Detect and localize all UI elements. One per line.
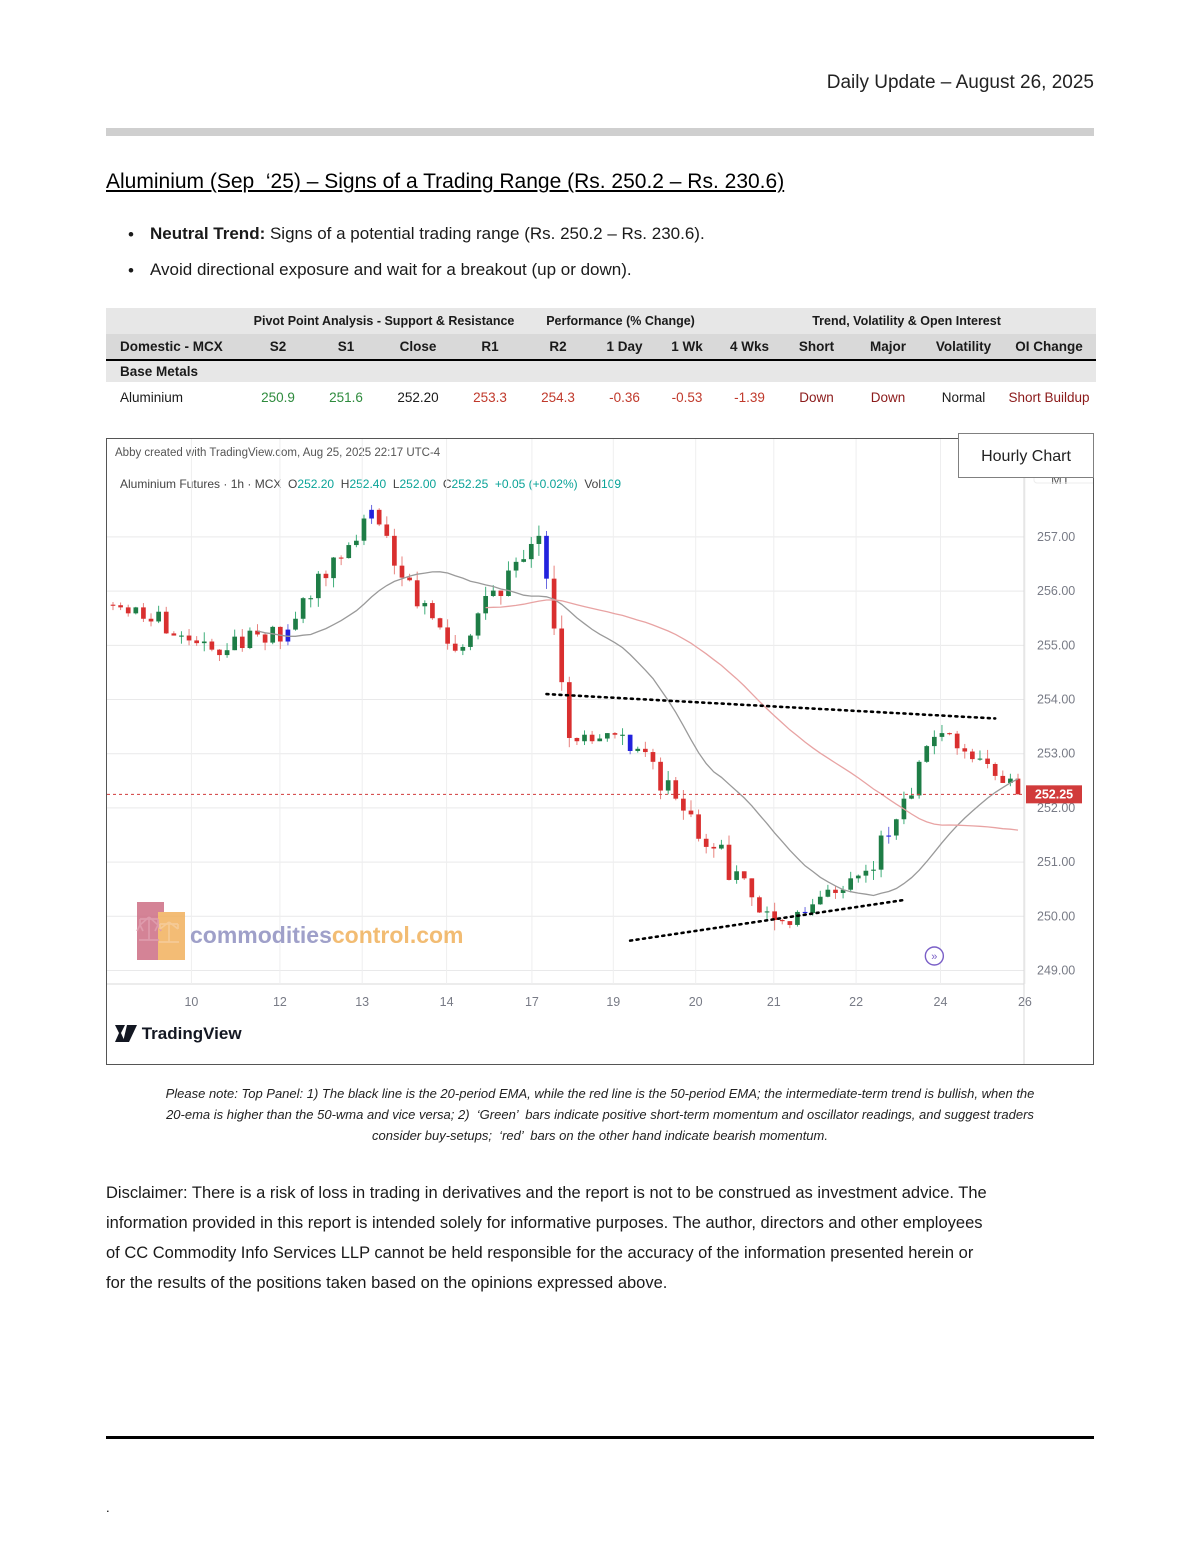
svg-text:24: 24: [934, 995, 948, 1009]
svg-text:13: 13: [355, 995, 369, 1009]
svg-text:250.00: 250.00: [1037, 909, 1075, 923]
svg-text:254.00: 254.00: [1037, 693, 1075, 707]
svg-text:14: 14: [440, 995, 454, 1009]
svg-text:21: 21: [767, 995, 781, 1009]
svg-text:257.00: 257.00: [1037, 530, 1075, 544]
svg-text:10: 10: [184, 995, 198, 1009]
svg-text:255.00: 255.00: [1037, 638, 1075, 652]
svg-text:20: 20: [689, 995, 703, 1009]
svg-text:22: 22: [849, 995, 863, 1009]
svg-text:26: 26: [1018, 995, 1032, 1009]
svg-text:commoditiescontrol.com: commoditiescontrol.com: [190, 922, 464, 948]
svg-text:249.00: 249.00: [1037, 963, 1075, 977]
svg-text:256.00: 256.00: [1037, 584, 1075, 598]
svg-text:252.25: 252.25: [1035, 787, 1073, 801]
svg-text:12: 12: [273, 995, 287, 1009]
svg-text:»: »: [931, 951, 937, 963]
svg-text:253.00: 253.00: [1037, 747, 1075, 761]
svg-text:17: 17: [525, 995, 539, 1009]
svg-text:251.00: 251.00: [1037, 855, 1075, 869]
svg-text:19: 19: [606, 995, 620, 1009]
